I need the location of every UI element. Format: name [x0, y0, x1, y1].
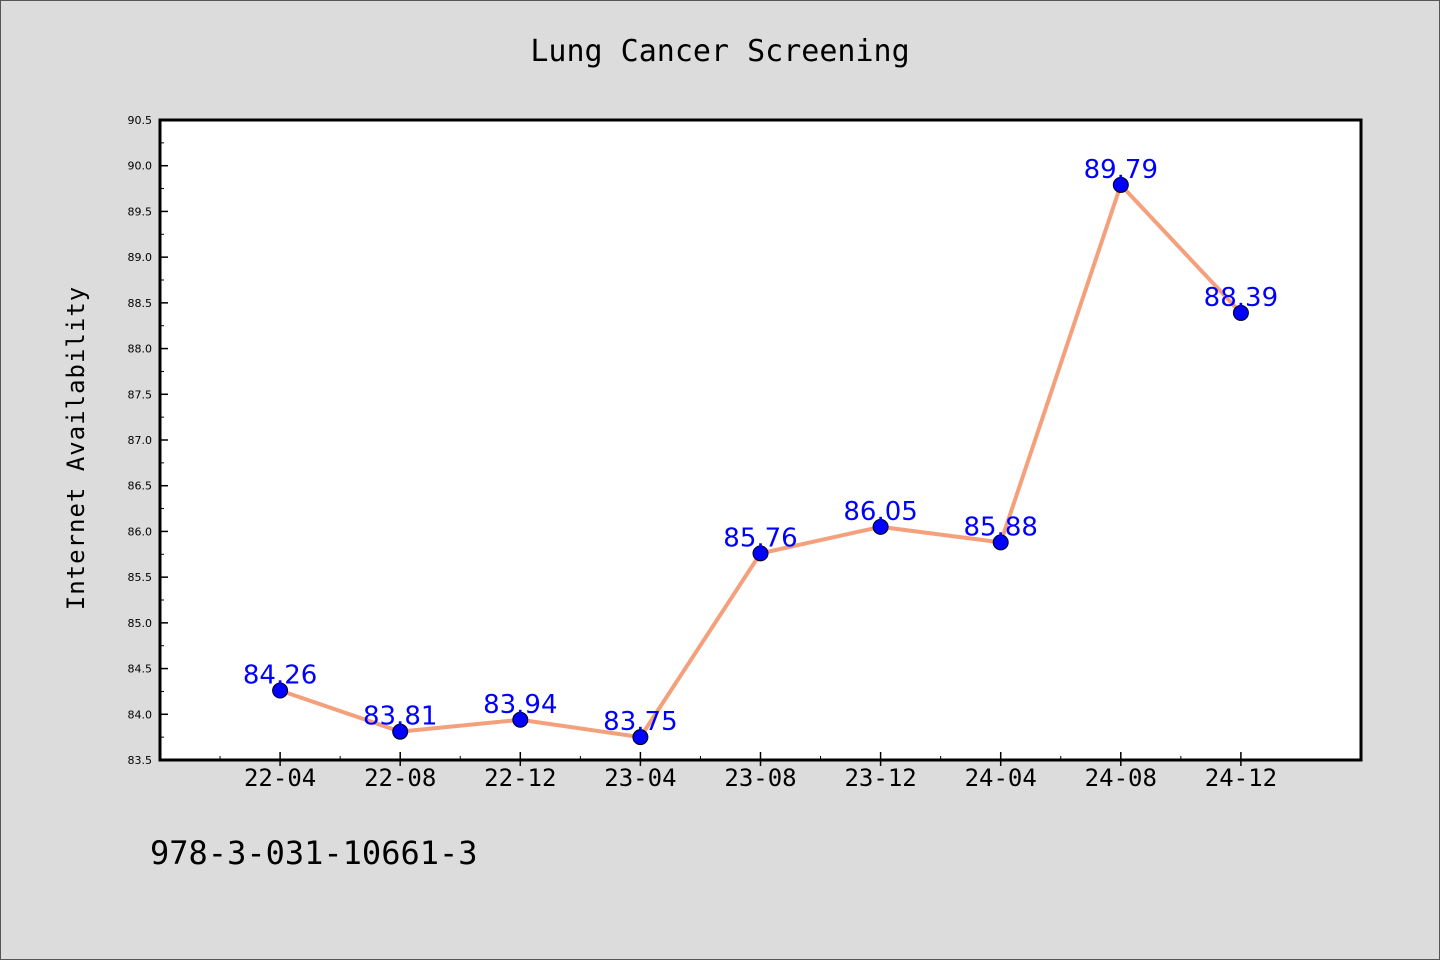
x-tick-label: 24-08 [1085, 764, 1157, 792]
y-tick-label: 88.5 [128, 297, 153, 310]
data-point [872, 518, 889, 535]
data-point [752, 545, 769, 562]
y-tick-label: 89.5 [128, 205, 153, 218]
y-tick-label: 90.0 [128, 160, 153, 173]
data-point [512, 711, 529, 728]
data-point [1112, 176, 1129, 193]
data-label: 84.26 [243, 661, 317, 691]
y-tick-label: 90.5 [128, 114, 153, 127]
y-tick-label: 88.0 [128, 343, 153, 356]
plot-area [158, 118, 1363, 762]
data-label: 85.88 [963, 512, 1037, 542]
data-label: 89.79 [1084, 155, 1158, 185]
data-series: 84.26 83.81 83.94 83.75 85.76 86.05 85.88 89.79… [243, 155, 1278, 746]
x-tick-label: 22-04 [244, 764, 316, 792]
y-tick-label: 85.5 [128, 571, 153, 584]
x-tick-label: 23-08 [724, 764, 796, 792]
chart-title: Lung Cancer Screening [530, 34, 910, 69]
y-tick-label: 87.0 [128, 434, 153, 447]
data-point [392, 723, 409, 740]
x-tick-label: 23-12 [844, 764, 916, 792]
data-point [272, 682, 289, 699]
y-tick-label: 85.0 [128, 617, 153, 630]
x-tick-label: 24-04 [965, 764, 1037, 792]
x-tick-label: 22-08 [364, 764, 436, 792]
data-label: 83.94 [483, 690, 557, 720]
data-label: 83.81 [363, 702, 437, 732]
data-point [1232, 304, 1249, 321]
y-tick-label: 83.5 [128, 754, 153, 767]
y-tick-label: 86.0 [128, 525, 153, 538]
y-tick-label: 86.5 [128, 480, 153, 493]
data-label: 88.39 [1204, 283, 1278, 313]
y-tick-label: 84.5 [128, 663, 153, 676]
data-point [632, 729, 649, 746]
x-tick-label: 22-12 [484, 764, 556, 792]
y-tick-label: 89.0 [128, 251, 153, 264]
x-axis: 22-04 22-08 22-12 23-04 23-08 23-12 24-04 24-08… [219, 752, 1277, 792]
x-tick-label: 24-12 [1205, 764, 1277, 792]
data-point [992, 534, 1009, 551]
y-tick-label: 87.5 [128, 388, 153, 401]
y-axis: 83.5 84.0 84.5 85.0 85.5 86.0 86.5 87.0 87.5 88.0… [128, 114, 168, 767]
x-tick-label: 23-04 [604, 764, 676, 792]
isbn-label: 978-3-031-10661-3 [150, 834, 478, 872]
data-label: 86.05 [843, 497, 917, 527]
data-label: 85.76 [723, 523, 797, 553]
y-tick-label: 84.0 [128, 708, 153, 721]
data-label: 83.75 [603, 707, 677, 737]
